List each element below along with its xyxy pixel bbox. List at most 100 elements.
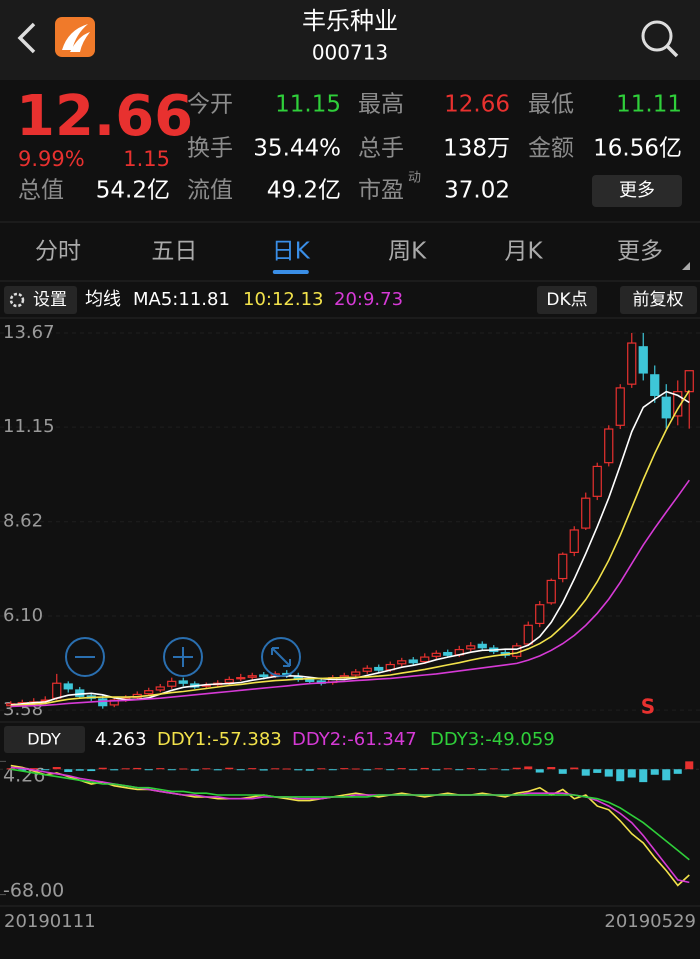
ma10-legend: 10:12.13 bbox=[243, 289, 324, 310]
line-series bbox=[10, 768, 690, 861]
indicator-button[interactable] bbox=[4, 726, 85, 753]
ddy-value: 4.263 bbox=[95, 729, 147, 750]
field-label: 换手 bbox=[187, 136, 233, 162]
tab[interactable]: 更多 bbox=[617, 239, 663, 265]
candle-body bbox=[362, 667, 372, 672]
zoom-reset[interactable] bbox=[261, 637, 301, 677]
ddy-bar bbox=[259, 769, 268, 771]
ddy-bar bbox=[248, 768, 257, 770]
ma5-legend: MA5:11.81 bbox=[133, 289, 230, 310]
candle-body bbox=[523, 624, 533, 645]
candle-body bbox=[167, 680, 177, 687]
dk-button[interactable] bbox=[537, 286, 597, 314]
candle-body bbox=[661, 396, 671, 419]
tab[interactable]: 五日 bbox=[151, 239, 197, 265]
field-label: 市盈 bbox=[358, 178, 404, 204]
more-button[interactable] bbox=[592, 175, 682, 207]
ddy-bar bbox=[75, 769, 84, 771]
field-label: 金额 bbox=[528, 136, 574, 162]
candle-body bbox=[466, 645, 476, 650]
period-tabs: 分时 五日 日K 周K 月K 更多 bbox=[35, 239, 663, 274]
field-value: 12.66 bbox=[444, 92, 510, 118]
candle-body bbox=[535, 604, 545, 625]
candle-body bbox=[98, 698, 108, 707]
ma20-legend: 20:9.73 bbox=[334, 289, 403, 310]
nav-bar bbox=[0, 0, 700, 80]
ddy-bar bbox=[501, 769, 510, 771]
ddy-bar bbox=[340, 768, 349, 770]
ddy-bar bbox=[650, 769, 659, 775]
ddy-bar bbox=[202, 768, 211, 770]
candle-body bbox=[558, 553, 568, 580]
field-value: 49.2亿 bbox=[267, 178, 341, 204]
tab[interactable]: 月K bbox=[505, 239, 544, 265]
ddy-bar bbox=[489, 768, 498, 770]
ddy-bar bbox=[604, 769, 613, 777]
candle-body bbox=[592, 465, 602, 497]
candle-body bbox=[604, 428, 614, 464]
search-button[interactable] bbox=[641, 20, 679, 58]
field-value: 11.15 bbox=[275, 92, 341, 118]
candle-body bbox=[247, 675, 257, 678]
tab[interactable]: 日K bbox=[272, 239, 311, 265]
ddy-bar bbox=[305, 769, 314, 771]
field-value: 11.11 bbox=[616, 92, 682, 118]
field-value: 54.2亿 bbox=[96, 178, 170, 204]
zoom-out[interactable] bbox=[65, 637, 105, 677]
indicator-name[interactable]: DDY bbox=[27, 730, 61, 749]
candle-body bbox=[63, 683, 73, 690]
ddy-bar bbox=[386, 769, 395, 771]
candle-body bbox=[224, 678, 234, 684]
field-label: 总值 bbox=[18, 178, 64, 204]
ddy-bar bbox=[616, 769, 625, 782]
settings-button[interactable] bbox=[4, 286, 77, 314]
candle-body bbox=[581, 497, 591, 529]
ddy-bar bbox=[29, 768, 38, 770]
zoom-in[interactable] bbox=[163, 637, 203, 677]
candle-body bbox=[627, 342, 637, 385]
ddy-bar bbox=[64, 769, 73, 772]
tab-underline bbox=[272, 270, 309, 274]
quote-fields: 今开 11.15 最高 12.66 最低 11.11 换手 35.44% 总手 138万 金额 16.… bbox=[18, 92, 682, 204]
ddy-bar bbox=[294, 769, 303, 771]
field-label: 今开 bbox=[187, 92, 233, 118]
ddy-bar bbox=[236, 769, 245, 771]
adjust-button[interactable] bbox=[620, 286, 697, 314]
candle-body bbox=[305, 678, 315, 682]
tab[interactable]: 分时 bbox=[35, 239, 81, 265]
candle-body bbox=[638, 346, 648, 374]
candle-body bbox=[144, 690, 154, 695]
candle-body bbox=[178, 680, 188, 684]
settings-label[interactable]: 设置 bbox=[33, 290, 67, 310]
x-tick-label: 20190529 bbox=[604, 911, 696, 932]
field-label: 流值 bbox=[187, 178, 233, 204]
candle-body bbox=[374, 666, 384, 671]
candle-body bbox=[397, 660, 407, 665]
ddy-bar bbox=[570, 767, 579, 770]
ddy-bar bbox=[87, 769, 96, 772]
change: 1.15 bbox=[123, 147, 170, 171]
line-series bbox=[10, 390, 690, 707]
ddy-bar bbox=[397, 768, 406, 770]
candle-body bbox=[546, 579, 556, 604]
tab-arrow bbox=[682, 262, 690, 270]
ddy2-legend: DDY2:-61.347 bbox=[292, 729, 417, 750]
field-value: 138万 bbox=[443, 136, 510, 162]
y-tick-label: 8.62 bbox=[3, 511, 43, 532]
y-tick-label: 11.15 bbox=[3, 416, 55, 437]
ddy-bar bbox=[156, 768, 165, 770]
dk-label[interactable]: DK点 bbox=[546, 290, 587, 310]
adjust-label[interactable]: 前复权 bbox=[633, 290, 684, 310]
change-pct: 9.99% bbox=[18, 147, 85, 171]
ddy-bar bbox=[466, 768, 475, 770]
last-price: 12.66 bbox=[16, 84, 193, 149]
ddy-bar bbox=[535, 769, 544, 773]
signal-marker: S bbox=[641, 695, 655, 719]
back-button[interactable] bbox=[17, 22, 36, 54]
field-value: 16.56亿 bbox=[593, 136, 682, 162]
candle-body bbox=[52, 682, 62, 699]
tab[interactable]: 周K bbox=[388, 239, 427, 265]
more-button-label[interactable]: 更多 bbox=[619, 180, 655, 201]
ddy-bar bbox=[627, 769, 636, 778]
